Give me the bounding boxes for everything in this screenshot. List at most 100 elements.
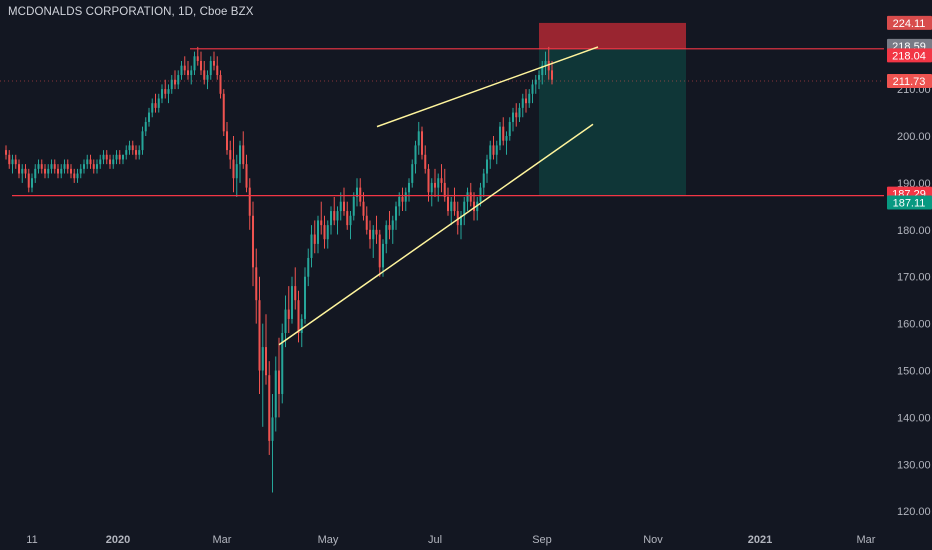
candle	[209, 56, 212, 80]
candle	[73, 168, 76, 183]
candle	[290, 276, 294, 324]
candle-body	[147, 112, 151, 122]
candle	[99, 154, 102, 169]
candle	[411, 159, 414, 188]
candle-body	[463, 201, 466, 216]
candle	[498, 121, 502, 151]
candle-body	[199, 60, 203, 71]
candle	[63, 159, 66, 174]
candle-body	[414, 145, 417, 165]
candle-body	[443, 182, 446, 197]
candle	[544, 51, 547, 76]
candle	[164, 79, 167, 99]
candle-body	[303, 276, 307, 319]
candle-body	[333, 211, 336, 221]
candle-body	[287, 309, 290, 319]
candle	[60, 164, 63, 179]
candle-body	[115, 154, 118, 160]
candle	[362, 192, 365, 221]
candle-body	[365, 215, 368, 230]
time-axis[interactable]: 11 2020 Mar May Jul Sep Nov 2021 Mar	[26, 534, 876, 546]
candle	[24, 164, 27, 179]
candle-body	[229, 150, 232, 160]
candle	[160, 84, 164, 104]
candle-body	[271, 417, 274, 441]
horizontal-levels[interactable]	[0, 48, 884, 197]
candle	[534, 75, 537, 94]
candle-body	[329, 211, 333, 226]
candle-body	[242, 145, 245, 165]
candle-body	[479, 187, 482, 202]
candle	[14, 154, 17, 169]
candle	[443, 168, 446, 202]
candle-body	[404, 192, 407, 202]
candle-body	[232, 159, 235, 179]
candle	[261, 323, 264, 427]
price-axis[interactable]: 120.00 130.00 140.00 150.00 160.00 170.00 180.…	[897, 84, 931, 518]
candle	[365, 206, 368, 235]
candle-body	[121, 154, 125, 160]
candle	[404, 187, 407, 212]
candle-body	[14, 159, 17, 165]
candle	[323, 215, 326, 249]
price-tick-label: 120.00	[897, 506, 931, 518]
candle	[40, 159, 43, 174]
candle	[248, 178, 251, 230]
candle	[4, 145, 8, 160]
candle-body	[209, 60, 212, 76]
candle-body	[508, 121, 511, 137]
candle-body	[362, 201, 365, 216]
candle	[193, 51, 196, 76]
candle	[391, 215, 394, 244]
trendlines[interactable]	[278, 46, 599, 346]
candle	[368, 220, 372, 249]
candle-body	[118, 154, 121, 160]
candle	[440, 164, 443, 193]
candle-body	[433, 182, 437, 188]
candle-body	[274, 370, 277, 418]
candle	[329, 206, 333, 235]
candle	[476, 196, 479, 221]
candle	[287, 286, 290, 334]
candle	[131, 140, 134, 155]
candle	[537, 70, 541, 90]
price-tick-label: 130.00	[897, 459, 931, 471]
candle	[502, 117, 505, 146]
candle	[463, 196, 466, 226]
candle-body	[73, 173, 76, 179]
candle	[320, 201, 323, 235]
candle	[199, 51, 203, 76]
candle	[53, 159, 56, 174]
candle-body	[183, 65, 186, 71]
candle	[222, 89, 225, 137]
candle	[485, 154, 489, 183]
candle	[274, 356, 277, 432]
candle	[521, 93, 524, 118]
candle	[43, 164, 47, 179]
time-tick-label: May	[318, 534, 339, 546]
candle	[144, 117, 147, 137]
candle-body	[342, 201, 346, 212]
price-label-box	[887, 48, 932, 63]
candle	[381, 239, 385, 277]
candle	[216, 56, 219, 80]
candle	[268, 361, 271, 455]
candle	[524, 89, 528, 113]
candle-body	[203, 70, 206, 80]
candle	[154, 93, 157, 113]
candle-body	[430, 182, 433, 193]
candle	[134, 145, 138, 160]
price-label-target: 187.11	[887, 195, 932, 210]
candle	[112, 154, 115, 169]
candle-body	[66, 164, 69, 169]
candle	[303, 267, 307, 324]
candle	[212, 51, 216, 71]
candle-body	[193, 56, 196, 71]
candle	[167, 84, 170, 104]
price-tick-label: 170.00	[897, 272, 931, 284]
candle-body	[368, 229, 372, 240]
candle-body	[375, 229, 378, 235]
candle	[378, 229, 381, 277]
candle	[375, 215, 378, 244]
